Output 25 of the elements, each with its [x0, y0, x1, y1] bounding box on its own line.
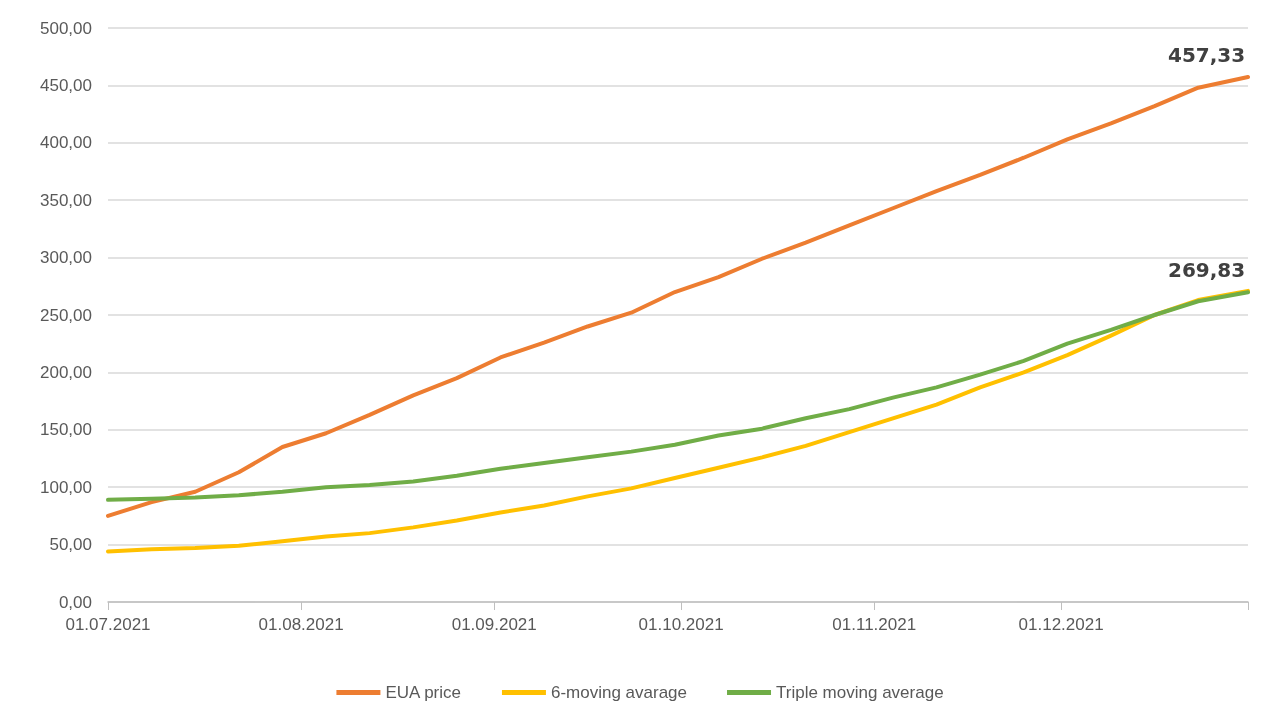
x-tick-label: 01.07.2021: [65, 615, 151, 634]
y-tick-label: 300,00: [40, 248, 92, 268]
y-tick-label: 0,00: [58, 592, 92, 612]
legend-label: EUA price: [385, 683, 462, 702]
x-tick-label: 01.10.2021: [638, 615, 724, 634]
x-tick-label: 01.09.2021: [451, 615, 537, 634]
y-tick-label: 150,00: [40, 420, 92, 440]
legend-label: 6-moving avarage: [550, 683, 688, 702]
y-tick-label: 450,00: [40, 75, 92, 95]
y-tick-label: 400,00: [40, 133, 92, 153]
x-tick-label: 01.11.2021: [832, 615, 917, 634]
y-tick-label: 50,00: [49, 535, 92, 555]
y-tick-label: 200,00: [40, 362, 92, 382]
x-tick-label: 01.12.2021: [1018, 615, 1104, 634]
data-label: 457,33: [1168, 42, 1246, 67]
line-series: [106, 290, 1250, 502]
legend-label: Triple moving average: [776, 683, 944, 702]
line-series: [106, 74, 1250, 518]
y-tick-label: 500,00: [40, 18, 92, 38]
x-tick-label: 01.08.2021: [258, 615, 344, 634]
y-tick-label: 350,00: [40, 190, 92, 210]
y-tick-label: 250,00: [40, 305, 92, 325]
data-label: 269,83: [1168, 258, 1246, 283]
line-series: [106, 288, 1250, 554]
y-tick-label: 100,00: [40, 477, 92, 497]
